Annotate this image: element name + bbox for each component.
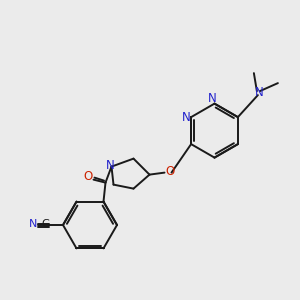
Text: N: N: [208, 92, 217, 105]
Text: C: C: [41, 219, 49, 229]
Text: O: O: [165, 165, 174, 178]
Text: N: N: [29, 219, 37, 229]
Text: N: N: [182, 111, 190, 124]
Text: N: N: [254, 85, 263, 99]
Text: O: O: [84, 170, 93, 183]
Text: N: N: [106, 159, 115, 172]
